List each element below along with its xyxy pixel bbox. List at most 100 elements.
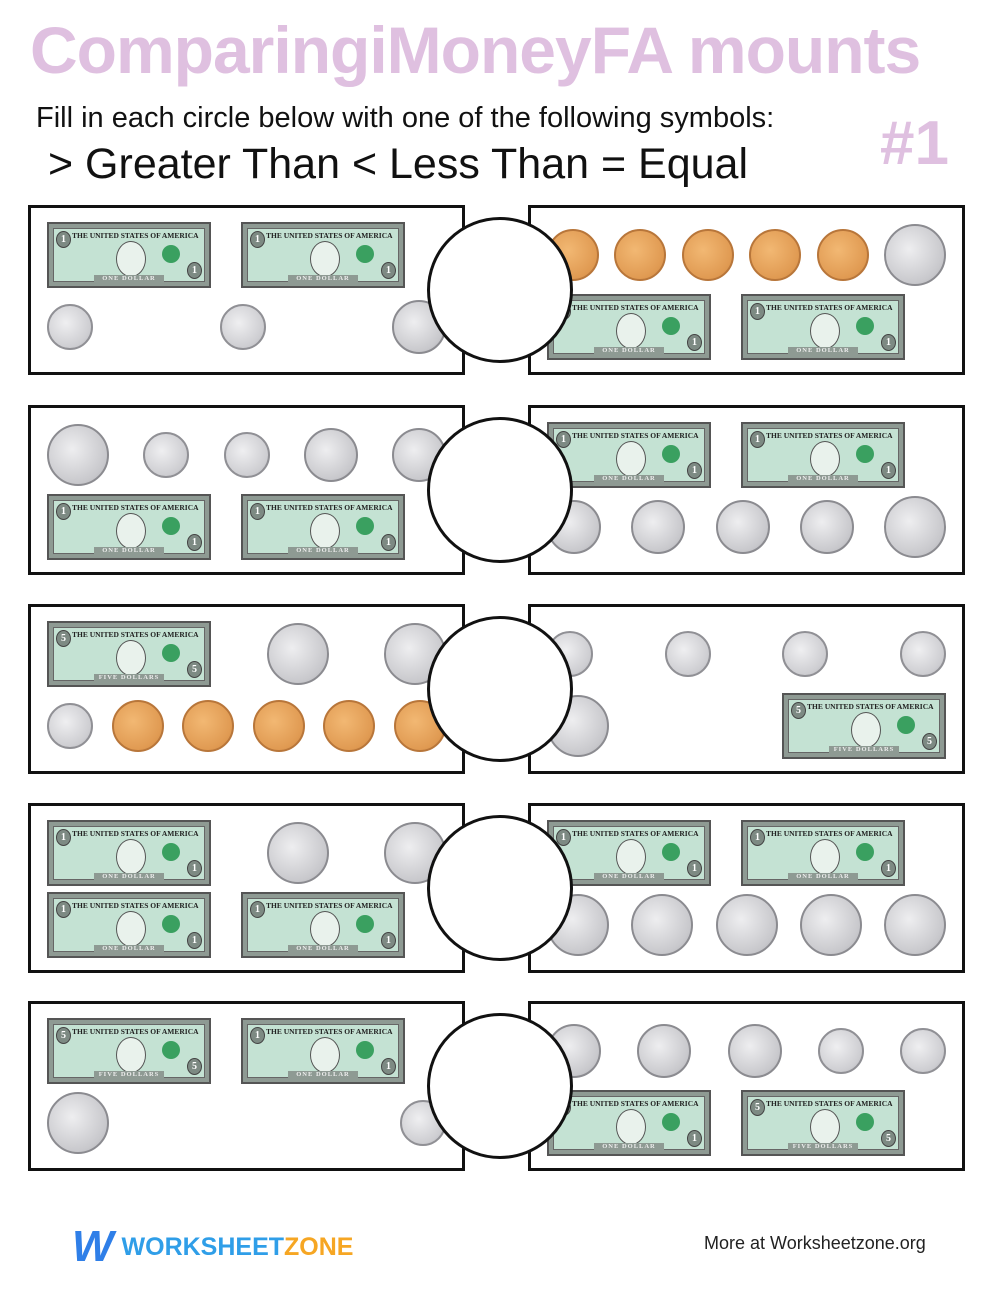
problem-4-answer-circle[interactable] — [427, 815, 573, 961]
one-dollar-bill: THE UNITED STATES OF AMERICA 1 1 ONE DOL… — [547, 820, 711, 886]
dime-coin — [219, 304, 266, 350]
bill-denomination-text: ONE DOLLAR — [594, 347, 664, 354]
penny-coin — [252, 700, 305, 752]
top-money-row: THE UNITED STATES OF AMERICA 1 1 ONE DOL… — [47, 220, 446, 290]
bill-denomination-text: ONE DOLLAR — [94, 547, 164, 554]
portrait-icon — [116, 640, 146, 676]
problem-1-right-box: THE UNITED STATES OF AMERICA 1 1 ONE DOL… — [528, 205, 965, 375]
bill-header-text: THE UNITED STATES OF AMERICA — [572, 1099, 699, 1108]
problem-5-right-box: THE UNITED STATES OF AMERICA 1 1 ONE DOL… — [528, 1001, 965, 1171]
problem-2-answer-circle[interactable] — [427, 417, 573, 563]
dime-coin — [782, 631, 829, 677]
denomination-corner: 1 — [687, 462, 702, 479]
nickel-coin — [799, 500, 854, 554]
seal-icon — [356, 915, 374, 933]
quarter-coin — [715, 894, 778, 956]
denomination-corner: 5 — [791, 702, 806, 719]
denomination-corner: 1 — [750, 829, 765, 846]
bottom-money-row — [47, 292, 446, 362]
penny-coin — [111, 700, 164, 752]
seal-icon — [856, 445, 874, 463]
portrait-icon — [810, 1109, 840, 1145]
seal-icon — [356, 1041, 374, 1059]
bill-header-text: THE UNITED STATES OF AMERICA — [572, 829, 699, 838]
problem-1-answer-circle[interactable] — [427, 217, 573, 363]
seal-icon — [162, 245, 180, 263]
dime-coin — [47, 703, 93, 749]
dime-coin — [47, 304, 93, 350]
nickel-coin — [631, 500, 686, 554]
problem-3-answer-circle[interactable] — [427, 616, 573, 762]
dime-coin — [664, 631, 711, 677]
seal-icon — [856, 1113, 874, 1131]
bill-header-text: THE UNITED STATES OF AMERICA — [72, 1027, 199, 1036]
seal-icon — [356, 517, 374, 535]
five-dollar-bill: THE UNITED STATES OF AMERICA 5 5 FIVE DO… — [741, 1090, 905, 1156]
denomination-corner: 5 — [56, 1027, 71, 1044]
bill-denomination-text: ONE DOLLAR — [594, 1143, 664, 1150]
quarter-coin — [47, 1092, 109, 1154]
quarter-coin — [266, 623, 329, 685]
one-dollar-bill: THE UNITED STATES OF AMERICA 1 1 ONE DOL… — [547, 294, 711, 360]
top-money-row — [47, 420, 446, 490]
logo-mark-icon: W — [72, 1222, 114, 1271]
bill-header-text: THE UNITED STATES OF AMERICA — [72, 630, 199, 639]
portrait-icon — [310, 513, 340, 549]
quarter-coin — [884, 496, 946, 558]
top-money-row: THE UNITED STATES OF AMERICA 1 1 ONE DOL… — [547, 420, 946, 490]
bill-header-text: THE UNITED STATES OF AMERICA — [266, 231, 393, 240]
bill-header-text: THE UNITED STATES OF AMERICA — [766, 303, 893, 312]
problem-2-left-box: THE UNITED STATES OF AMERICA 1 1 ONE DOL… — [28, 405, 465, 575]
bill-denomination-text: ONE DOLLAR — [594, 873, 664, 880]
seal-icon — [662, 843, 680, 861]
one-dollar-bill: THE UNITED STATES OF AMERICA 1 1 ONE DOL… — [47, 222, 211, 288]
denomination-corner: 1 — [556, 431, 571, 448]
one-dollar-bill: THE UNITED STATES OF AMERICA 1 1 ONE DOL… — [47, 494, 211, 560]
bill-denomination-text: FIVE DOLLARS — [94, 1071, 164, 1078]
dime-coin — [900, 1028, 946, 1074]
nickel-coin — [715, 500, 770, 554]
portrait-icon — [810, 839, 840, 875]
bill-denomination-text: ONE DOLLAR — [94, 945, 164, 952]
symbol-legend: > Greater Than < Less Than = Equal — [48, 140, 749, 188]
bottom-money-row: THE UNITED STATES OF AMERICA 1 1 ONE DOL… — [47, 492, 446, 562]
denomination-corner: 1 — [381, 1058, 396, 1075]
portrait-icon — [616, 1109, 646, 1145]
bill-header-text: THE UNITED STATES OF AMERICA — [766, 829, 893, 838]
bill-header-text: THE UNITED STATES OF AMERICA — [72, 503, 199, 512]
bill-header-text: THE UNITED STATES OF AMERICA — [807, 702, 934, 711]
portrait-icon — [116, 1037, 146, 1073]
denomination-corner: 1 — [750, 303, 765, 320]
denomination-corner: 5 — [881, 1130, 896, 1147]
bottom-money-row — [47, 691, 446, 761]
top-money-row — [547, 619, 946, 689]
quarter-coin — [883, 224, 946, 286]
problem-5-left-box: THE UNITED STATES OF AMERICA 5 5 FIVE DO… — [28, 1001, 465, 1171]
denomination-corner: 5 — [187, 661, 202, 678]
bill-header-text: THE UNITED STATES OF AMERICA — [266, 901, 393, 910]
portrait-icon — [310, 911, 340, 947]
instructions: Fill in each circle below with one of th… — [36, 102, 775, 134]
one-dollar-bill: THE UNITED STATES OF AMERICA 1 1 ONE DOL… — [47, 892, 211, 958]
portrait-icon — [851, 712, 881, 748]
bill-denomination-text: FIVE DOLLARS — [788, 1143, 858, 1150]
bottom-money-row — [47, 1088, 446, 1158]
denomination-corner: 1 — [381, 262, 396, 279]
seal-icon — [162, 517, 180, 535]
dime-coin — [817, 1028, 864, 1074]
bottom-money-row: THE UNITED STATES OF AMERICA 5 5 FIVE DO… — [547, 691, 946, 761]
denomination-corner: 1 — [250, 503, 265, 520]
footer-more-link[interactable]: More at Worksheetzone.org — [704, 1233, 926, 1253]
denomination-corner: 1 — [187, 932, 202, 949]
denomination-corner: 1 — [381, 932, 396, 949]
portrait-icon — [116, 839, 146, 875]
problem-5-answer-circle[interactable] — [427, 1013, 573, 1159]
bottom-money-row — [547, 492, 946, 562]
five-dollar-bill: THE UNITED STATES OF AMERICA 5 5 FIVE DO… — [782, 693, 946, 759]
logo-word-worksheet: WORKSHEET — [121, 1232, 285, 1261]
bill-denomination-text: ONE DOLLAR — [94, 873, 164, 880]
denomination-corner: 1 — [56, 503, 71, 520]
one-dollar-bill: THE UNITED STATES OF AMERICA 1 1 ONE DOL… — [241, 892, 405, 958]
denomination-corner: 1 — [250, 901, 265, 918]
sheet-number: #1 — [880, 109, 949, 178]
